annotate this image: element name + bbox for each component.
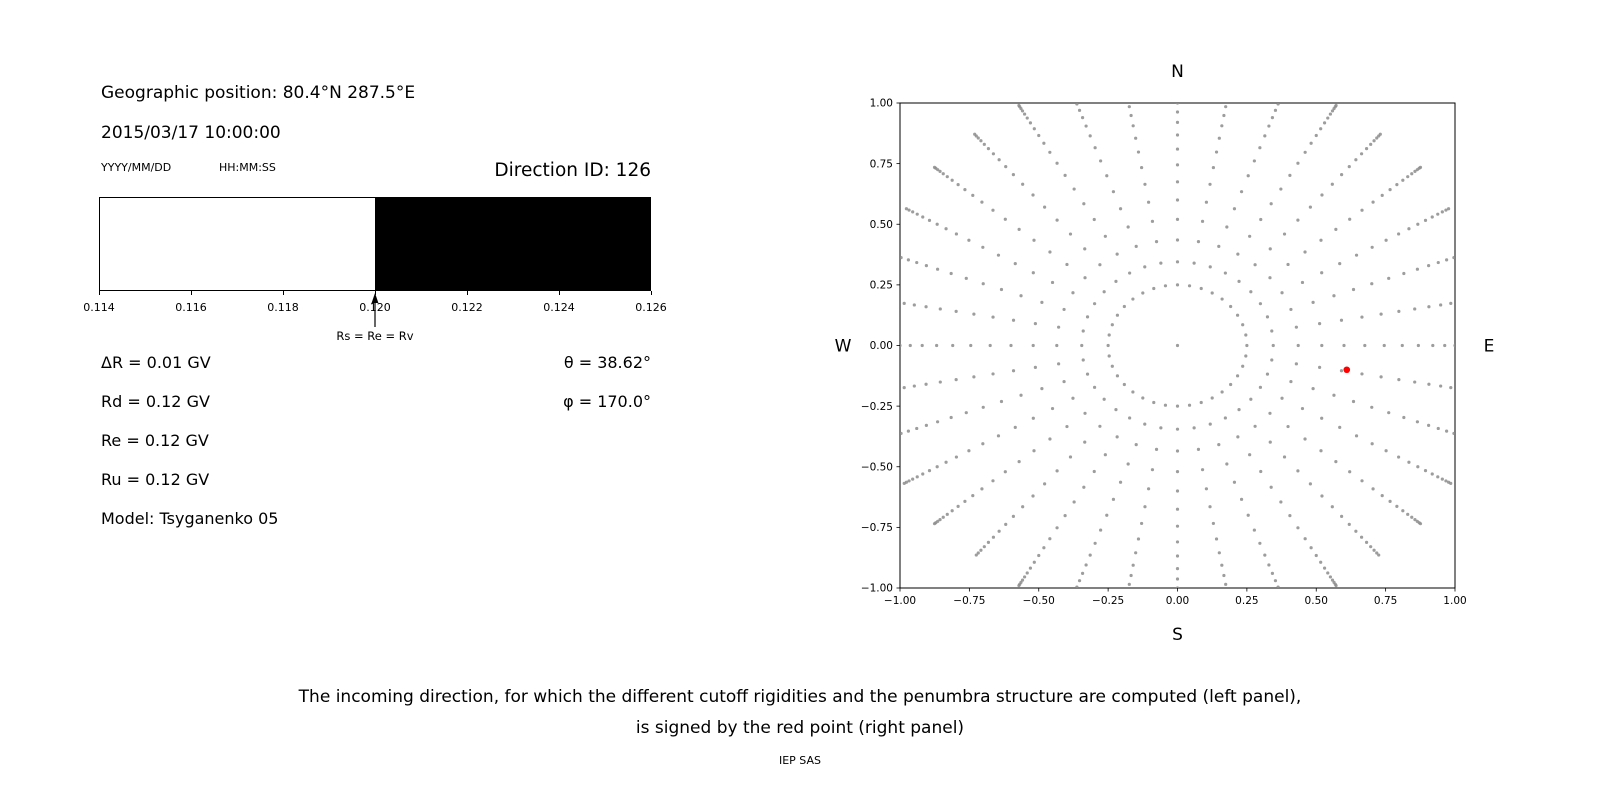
compass-north-label: N — [1171, 62, 1184, 82]
up-arrow-icon — [371, 293, 379, 327]
x-tick-mark — [99, 291, 100, 295]
y-tick-label: −0.50 — [861, 461, 893, 473]
phi-value: φ = 170.0° — [563, 392, 651, 411]
x-tick-label: 0.114 — [83, 301, 115, 314]
ru-value: Ru = 0.12 GV — [101, 470, 210, 489]
delta-r-value: ΔR = 0.01 GV — [101, 353, 211, 372]
y-tick-label: −0.75 — [861, 522, 893, 534]
x-tick-label: 0.122 — [451, 301, 483, 314]
penumbra-bar — [99, 197, 651, 291]
penumbra-segment — [100, 198, 375, 290]
x-tick-label: −0.50 — [1023, 595, 1055, 607]
x-tick-mark — [651, 291, 652, 295]
x-tick-label: −1.00 — [884, 595, 916, 607]
compass-south-label: S — [1172, 625, 1183, 645]
theta-value: θ = 38.62° — [563, 353, 651, 372]
date-format-label: YYYY/MM/DD — [101, 161, 172, 174]
x-tick-mark — [375, 291, 376, 295]
rd-value: Rd = 0.12 GV — [101, 392, 210, 411]
geographic-position: Geographic position: 80.4°N 287.5°E — [101, 83, 416, 103]
direction-plot-svg: −1.00 −0.75 −0.50 −0.25 0.00 0.25 0.50 0.75 1.00… — [835, 62, 1495, 645]
re-value: Re = 0.12 GV — [101, 431, 209, 450]
penumbra-segment — [375, 198, 650, 290]
x-tick-mark — [191, 291, 192, 295]
x-tick-label: −0.25 — [1092, 595, 1124, 607]
credit: IEP SAS — [778, 754, 822, 767]
time-format-label: HH:MM:SS — [219, 161, 276, 174]
datetime: 2015/03/17 10:00:00 — [101, 123, 281, 143]
y-tick-label: 0.50 — [870, 219, 893, 231]
compass-west-label: W — [835, 337, 852, 357]
x-tick-label: 0.118 — [267, 301, 299, 314]
caption-line2: is signed by the red point (right panel) — [635, 718, 965, 738]
x-tick-mark — [283, 291, 284, 295]
x-tick-label: 0.25 — [1235, 595, 1258, 607]
direction-id: Direction ID: 126 — [494, 160, 651, 181]
x-tick-label: 0.00 — [1166, 595, 1189, 607]
x-tick-mark — [559, 291, 560, 295]
x-tick-label: −0.75 — [953, 595, 985, 607]
caption-line1: The incoming direction, for which the di… — [298, 687, 1302, 707]
x-tick-label: 0.50 — [1305, 595, 1328, 607]
direction-grid-dots — [900, 103, 1455, 588]
x-tick-label: 0.116 — [175, 301, 207, 314]
x-tick-label: 0.75 — [1374, 595, 1397, 607]
x-tick-label: 1.00 — [1443, 595, 1466, 607]
compass-east-label: E — [1484, 337, 1495, 357]
x-tick-mark — [467, 291, 468, 295]
y-tick-label: −1.00 — [861, 583, 893, 595]
marker-label: Rs = Re = Rv — [336, 329, 414, 343]
model-name: Model: Tsyganenko 05 — [101, 509, 279, 528]
y-tick-label: 1.00 — [870, 98, 893, 110]
x-tick-label: 0.126 — [635, 301, 667, 314]
y-tick-label: 0.25 — [870, 280, 893, 292]
x-tick-label: 0.124 — [543, 301, 575, 314]
penumbra-axis: 0.114 0.116 0.118 0.120 0.122 0.124 0.126 — [83, 291, 667, 327]
y-tick-label: −0.25 — [861, 401, 893, 413]
y-tick-label: 0.00 — [870, 340, 893, 352]
y-tick-label: 0.75 — [870, 158, 893, 170]
rigidity-marker-arrow — [368, 292, 382, 332]
selected-direction-point — [1343, 366, 1351, 374]
